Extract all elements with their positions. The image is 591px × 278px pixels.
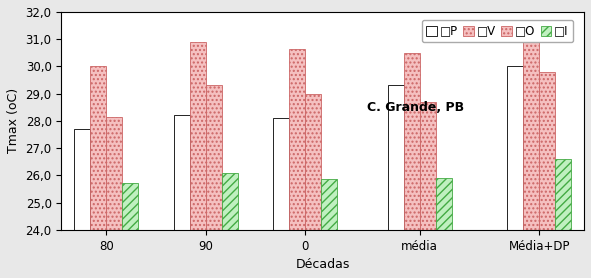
Bar xyxy=(420,102,436,230)
Bar xyxy=(222,173,238,230)
Bar xyxy=(555,159,571,230)
Bar xyxy=(190,42,206,230)
Bar xyxy=(404,53,420,230)
Bar xyxy=(523,23,539,230)
Bar xyxy=(274,118,290,230)
Bar xyxy=(436,178,452,230)
Bar xyxy=(539,72,555,230)
Bar xyxy=(90,66,106,230)
Bar xyxy=(321,179,337,230)
Text: C. Grande, PB: C. Grande, PB xyxy=(367,101,465,114)
Bar xyxy=(206,85,222,230)
Bar xyxy=(106,117,122,230)
Bar xyxy=(122,183,138,230)
X-axis label: Décadas: Décadas xyxy=(296,258,350,271)
Bar xyxy=(508,66,523,230)
Bar xyxy=(174,115,190,230)
Bar xyxy=(74,129,90,230)
Legend: □P, □V, □O, □I: □P, □V, □O, □I xyxy=(422,20,573,43)
Bar xyxy=(290,49,306,230)
Y-axis label: Tmax (oC): Tmax (oC) xyxy=(7,88,20,153)
Bar xyxy=(388,85,404,230)
Bar xyxy=(306,94,321,230)
